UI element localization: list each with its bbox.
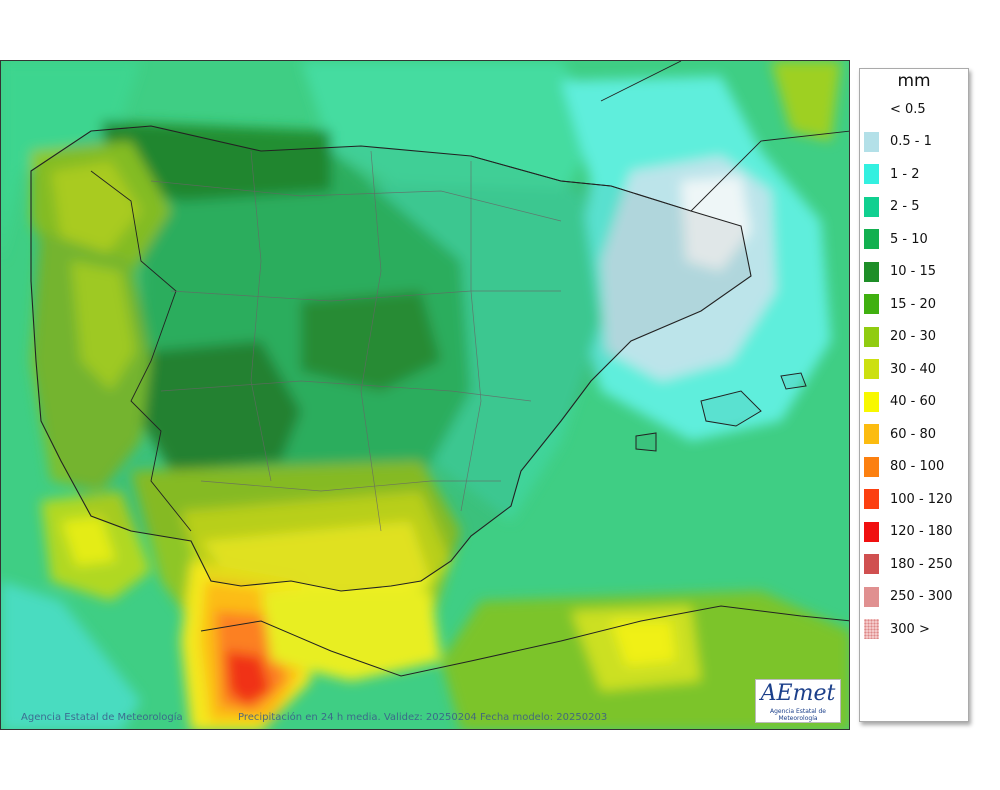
legend-entry: 120 - 180 xyxy=(864,521,953,542)
legend-swatch xyxy=(864,131,879,152)
legend-label: 40 - 60 xyxy=(890,394,937,409)
map-canvas xyxy=(1,61,849,729)
legend-label: 30 - 40 xyxy=(890,361,937,377)
balearic-islands xyxy=(635,372,807,452)
legend-swatch xyxy=(864,521,879,542)
legend-label: 1 - 2 xyxy=(890,166,920,182)
legend-entry: 180 - 250 xyxy=(864,554,953,574)
legend-swatch xyxy=(864,164,879,184)
portugal-border xyxy=(90,170,192,532)
legend-swatch xyxy=(864,196,879,217)
legend-label: < 0.5 xyxy=(890,101,926,117)
legend-swatch xyxy=(864,326,879,347)
legend-label: 100 - 120 xyxy=(890,491,953,507)
legend-swatch xyxy=(864,489,879,509)
legend-entry: 300 > xyxy=(864,619,930,639)
legend-entry: 30 - 40 xyxy=(864,359,936,379)
legend-label: 60 - 80 xyxy=(890,426,937,442)
legend-entry: 2 - 5 xyxy=(864,196,920,217)
legend-label: 10 - 15 xyxy=(890,264,937,279)
legend-entry: 15 - 20 xyxy=(864,294,936,314)
legend-entry: 0.5 - 1 xyxy=(864,131,932,152)
map-caption-label: Precipitación en 24 h media. Validez: 20… xyxy=(238,712,608,723)
legend-label: 20 - 30 xyxy=(890,329,937,344)
legend-label: 80 - 100 xyxy=(890,459,945,474)
map-credit-label: Agencia Estatal de Meteorología xyxy=(21,712,183,723)
legend-swatch xyxy=(864,391,879,412)
legend-swatch xyxy=(864,424,879,444)
legend-swatch xyxy=(864,229,879,249)
legend-swatch xyxy=(864,586,879,607)
legend-entry: 250 - 300 xyxy=(864,586,953,607)
legend-entry: < 0.5 xyxy=(864,99,926,119)
legend-swatch xyxy=(864,359,879,379)
legend-entry: 10 - 15 xyxy=(864,261,937,282)
legend-entry: 80 - 100 xyxy=(864,456,945,477)
province-borders xyxy=(150,150,562,532)
legend-swatch xyxy=(864,619,879,639)
legend-entry: 1 - 2 xyxy=(864,164,920,184)
legend-label: 2 - 5 xyxy=(890,199,920,214)
logo-subtext: Agencia Estatal de Meteorología xyxy=(769,708,826,722)
legend-label: 180 - 250 xyxy=(890,556,953,572)
legend-swatch xyxy=(864,261,879,282)
africa-coast xyxy=(200,605,849,677)
legend-entry: 5 - 10 xyxy=(864,229,928,249)
legend-label: 120 - 180 xyxy=(890,524,953,539)
legend-entry: 100 - 120 xyxy=(864,489,953,509)
legend-entry: 20 - 30 xyxy=(864,326,937,347)
logo-text: AEmet xyxy=(760,681,836,706)
aemet-logo: AEmet Agencia Estatal de Meteorología xyxy=(755,679,841,723)
precipitation-legend: mm < 0.5 0.5 - 1 1 - 2 2 - 5 5 - 10 10 - 15 15… xyxy=(859,68,969,722)
legend-label: 250 - 300 xyxy=(890,589,953,604)
legend-entry: 40 - 60 xyxy=(864,391,937,412)
legend-label: 300 > xyxy=(890,621,930,637)
legend-label: 0.5 - 1 xyxy=(890,134,932,149)
precip-field xyxy=(1,61,849,729)
legend-swatch xyxy=(864,294,879,314)
legend-entry: 60 - 80 xyxy=(864,424,936,444)
legend-label: 15 - 20 xyxy=(890,296,937,312)
legend-swatch xyxy=(864,554,879,574)
france-border xyxy=(470,61,849,212)
precipitation-map: Agencia Estatal de Meteorología Precipit… xyxy=(0,60,850,730)
legend-swatch xyxy=(864,99,879,119)
legend-label: 5 - 10 xyxy=(890,231,928,247)
legend-swatch xyxy=(864,456,879,477)
legend-unit-label: mm xyxy=(897,71,931,91)
